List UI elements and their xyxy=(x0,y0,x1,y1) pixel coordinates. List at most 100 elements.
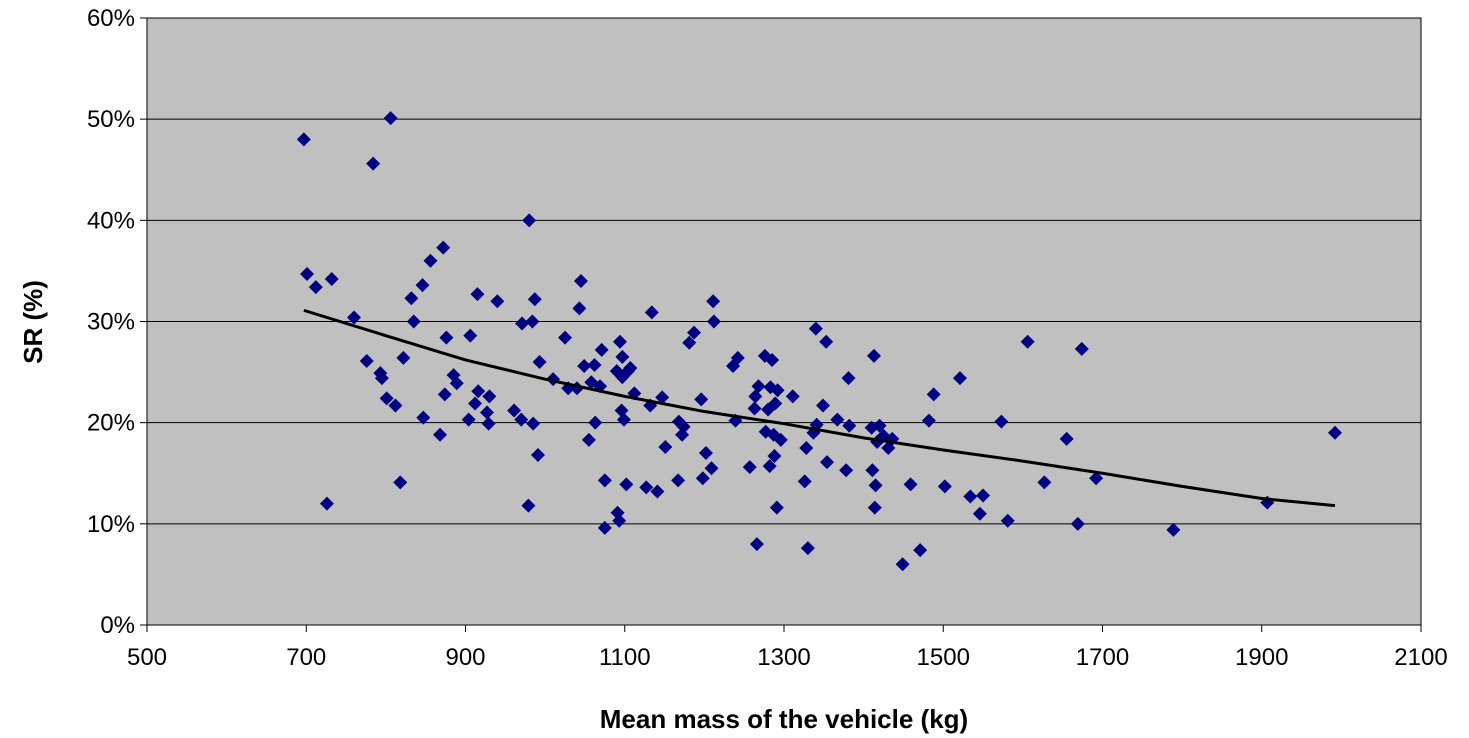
data-point xyxy=(706,294,721,309)
x-tick-label: 900 xyxy=(445,644,485,671)
data-point xyxy=(525,314,540,329)
data-point xyxy=(374,371,389,386)
data-point xyxy=(839,463,854,478)
data-point xyxy=(767,449,782,464)
data-point xyxy=(937,479,952,494)
data-point xyxy=(872,418,887,433)
data-point xyxy=(577,359,592,374)
y-tick-label: 40% xyxy=(87,207,135,234)
y-tick-label: 0% xyxy=(100,612,135,639)
data-point xyxy=(747,401,762,416)
data-point xyxy=(866,348,881,363)
data-point xyxy=(687,325,702,340)
data-point xyxy=(423,253,438,268)
data-point xyxy=(1037,475,1052,490)
data-point xyxy=(347,310,362,325)
data-point xyxy=(623,361,638,376)
y-tick-label: 20% xyxy=(87,410,135,437)
data-point xyxy=(359,353,374,368)
data-point xyxy=(639,480,654,495)
data-point xyxy=(521,498,536,513)
data-point xyxy=(769,500,784,515)
data-point xyxy=(762,459,777,474)
data-point xyxy=(921,413,936,428)
data-point xyxy=(650,484,665,499)
data-point xyxy=(770,383,785,398)
data-point xyxy=(481,416,496,431)
data-point xyxy=(1059,431,1074,446)
data-point xyxy=(514,412,529,427)
data-point xyxy=(324,272,339,287)
data-point xyxy=(308,280,323,295)
data-point xyxy=(768,396,783,411)
data-point xyxy=(404,291,419,306)
data-point xyxy=(433,427,448,442)
data-point xyxy=(655,390,670,405)
data-point xyxy=(895,557,910,572)
x-tick-label: 500 xyxy=(127,644,167,671)
data-point xyxy=(526,416,541,431)
x-tick-label: 1900 xyxy=(1235,644,1288,671)
data-point xyxy=(963,489,978,504)
data-point xyxy=(841,371,856,386)
data-point xyxy=(816,398,831,413)
y-tick-label: 30% xyxy=(87,309,135,336)
data-point xyxy=(615,349,630,364)
x-tick-label: 1300 xyxy=(757,644,810,671)
data-point xyxy=(416,410,431,425)
data-point xyxy=(1020,334,1035,349)
data-point xyxy=(819,334,834,349)
data-point xyxy=(698,446,713,461)
data-point xyxy=(319,496,334,511)
data-point xyxy=(581,432,596,447)
data-point xyxy=(749,537,764,552)
data-point xyxy=(1000,513,1015,528)
data-point xyxy=(751,379,766,394)
data-point xyxy=(406,314,421,329)
data-point xyxy=(468,396,483,411)
data-point xyxy=(773,432,788,447)
data-point xyxy=(913,543,928,558)
y-tick-label: 10% xyxy=(87,511,135,538)
data-point xyxy=(830,412,845,427)
data-point xyxy=(868,478,883,493)
data-point xyxy=(532,354,547,369)
y-tick-label: 50% xyxy=(87,106,135,133)
data-point xyxy=(800,541,815,556)
y-axis-ticks: 0% 10% 20% 30% 40% 50% 60% xyxy=(87,5,147,639)
data-point xyxy=(515,316,530,331)
data-point xyxy=(695,471,710,486)
data-point xyxy=(366,156,381,171)
data-point xyxy=(296,132,311,147)
data-point xyxy=(616,412,631,427)
data-point xyxy=(449,376,464,391)
data-point xyxy=(597,473,612,488)
data-point xyxy=(952,371,967,386)
data-point xyxy=(976,488,991,503)
data-point xyxy=(1166,522,1181,537)
data-point xyxy=(704,461,719,476)
data-point xyxy=(463,328,478,343)
trendline xyxy=(303,308,1336,508)
data-point xyxy=(1328,425,1343,440)
data-point xyxy=(799,440,814,455)
x-axis-ticks: 500 700 900 1100 1300 1500 1700 1900 2100 xyxy=(127,625,1448,671)
x-axis-title: Mean mass of the vehicle (kg) xyxy=(600,704,968,734)
data-point xyxy=(676,419,691,434)
data-point xyxy=(396,350,411,365)
data-point xyxy=(842,418,857,433)
data-point xyxy=(383,111,398,126)
data-point xyxy=(461,412,476,427)
data-point xyxy=(471,384,486,399)
data-point xyxy=(1074,341,1089,356)
data-point xyxy=(587,358,602,373)
data-point xyxy=(819,455,834,470)
y-tick-label: 60% xyxy=(87,5,135,32)
data-point xyxy=(479,405,494,420)
data-point xyxy=(439,330,454,345)
data-point xyxy=(379,391,394,406)
data-point xyxy=(671,473,686,488)
data-point xyxy=(573,274,588,289)
data-point xyxy=(972,506,987,521)
data-point xyxy=(522,213,537,228)
